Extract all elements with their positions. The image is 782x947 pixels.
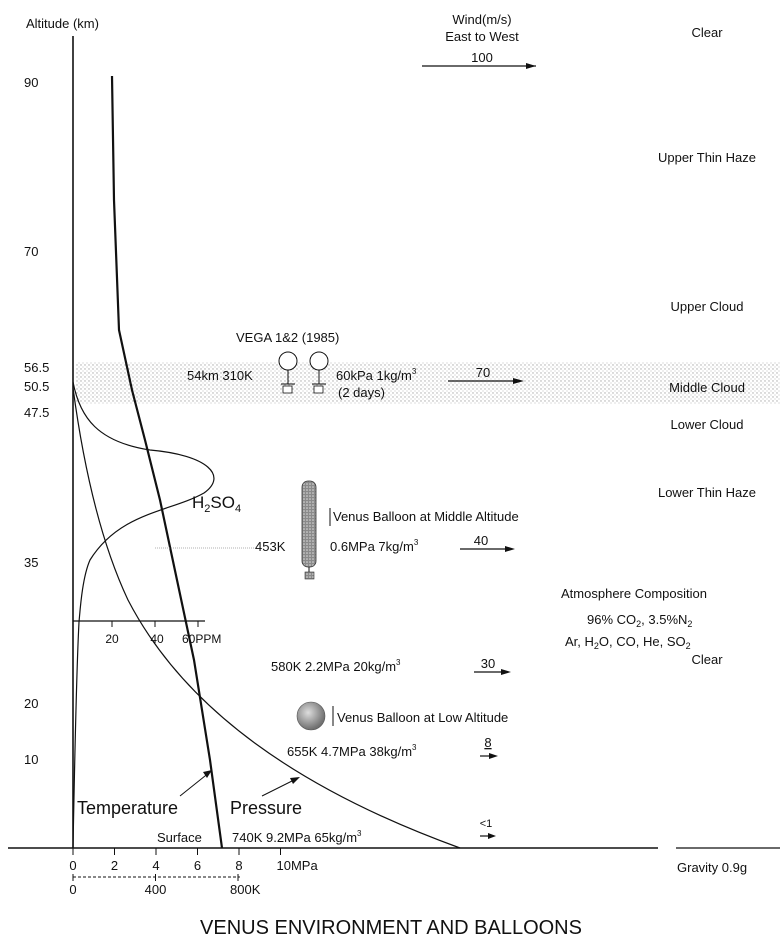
pressure-pointer-head [290,777,300,784]
pressure-label: Pressure [230,798,302,818]
altitude-tick-labels: 90 70 56.5 50.5 47.5 35 20 10 [24,75,49,767]
low-balloon-wind-arrowhead [489,753,498,759]
low-balloon-label: Venus Balloon at Low Altitude [337,710,508,725]
temp-tick-label: 400 [145,882,167,897]
middle-altitude-balloon-icon [301,480,317,580]
altitude-tick-label: 50.5 [24,379,49,394]
pressure-tick-label: 2 [111,858,118,873]
wind-header-value: 100 [471,50,493,65]
ppm-label-40: 40 [150,632,164,646]
vega-right-cond: 60kPa 1kg/m3 [336,367,417,383]
temperature-curve [110,75,224,849]
layer-clear-top: Clear [691,25,723,40]
pressure-tick-label: 6 [194,858,201,873]
vega-wind-arrowhead [513,378,524,384]
altitude-tick-label: 20 [24,696,38,711]
vega-title: VEGA 1&2 (1985) [236,330,339,345]
layer-lower-thin-haze: Lower Thin Haze [658,485,756,500]
altitude-tick-label: 47.5 [24,405,49,420]
altitude-tick-label: 56.5 [24,360,49,375]
altitude-tick-label: 90 [24,75,38,90]
low-balloon-wind-value: 8 [484,735,491,750]
surface-label: Surface [157,830,202,845]
wind-header-line1: Wind(m/s) [452,12,511,27]
temp-axis: 0 400 800K [69,874,261,897]
altitude-tick-label: 35 [24,555,38,570]
gravity-label: Gravity 0.9g [677,860,747,875]
temperature-pointer-head [203,770,212,778]
layer-middle-cloud: Middle Cloud [669,380,745,395]
cond-20km: 580K 2.2MPa 20kg/m3 [271,658,401,674]
vega-balloon-1 [278,351,298,394]
wind-header-arrowhead [526,63,536,69]
middle-balloon-wind-value: 40 [474,533,488,548]
layer-upper-cloud: Upper Cloud [671,299,744,314]
surface-wind-value: <1 [480,818,493,830]
surface-wind-arrowhead [488,833,496,839]
vega-left-cond: 54km 310K [187,368,253,383]
pressure-tick-label: 4 [152,858,159,873]
temp-tick-label: 800K [230,882,261,897]
vega-wind-value: 70 [476,365,490,380]
altitude-tick-label: 10 [24,752,38,767]
pressure-tick-label: 8 [235,858,242,873]
figure-title: VENUS ENVIRONMENT AND BALLOONS [200,917,582,939]
middle-balloon-cond: 0.6MPa 7kg/m3 [330,538,419,554]
ppm-label-20: 20 [105,632,119,646]
vega-balloon-2 [309,351,329,394]
surface-cond: 740K 9.2MPa 65kg/m3 [232,829,362,845]
wind-header-line2: East to West [445,29,519,44]
middle-balloon-wind-arrowhead [505,546,515,552]
temp-tick-label: 0 [69,882,76,897]
composition-title: Atmosphere Composition [561,586,707,601]
altitude-axis-label: Altitude (km) [26,16,99,31]
pressure-tick-label: 0 [69,858,76,873]
middle-cloud-band [76,362,780,404]
middle-balloon-temp: 453K [255,539,286,554]
layer-upper-thin-haze: Upper Thin Haze [658,150,756,165]
composition-line2: Ar, H2O, CO, He, SO2 [565,634,691,651]
h2so4-curve [72,381,215,849]
pressure-pointer [261,778,297,797]
ppm-label-60: 60PPM [182,632,221,646]
temperature-label: Temperature [77,798,178,818]
composition-line1: 96% CO2, 3.5%N2 [587,612,692,629]
h2so4-label: H2SO4 [192,493,241,515]
cond-20km-wind-arrowhead [501,669,511,675]
pressure-curve [72,387,461,849]
low-balloon-cond: 655K 4.7MPa 38kg/m3 [287,743,417,759]
pressure-tick-label: 10MPa [277,858,319,873]
low-altitude-balloon-icon [296,701,326,731]
layer-clear-bottom: Clear [691,652,723,667]
altitude-tick-label: 70 [24,244,38,259]
vega-duration: (2 days) [338,385,385,400]
pressure-axis: 0 2 4 6 8 10MPa [69,848,318,873]
cond-20km-wind-value: 30 [481,656,495,671]
layer-lower-cloud: Lower Cloud [671,417,744,432]
middle-balloon-label: Venus Balloon at Middle Altitude [333,509,519,524]
temperature-pointer [179,771,211,797]
